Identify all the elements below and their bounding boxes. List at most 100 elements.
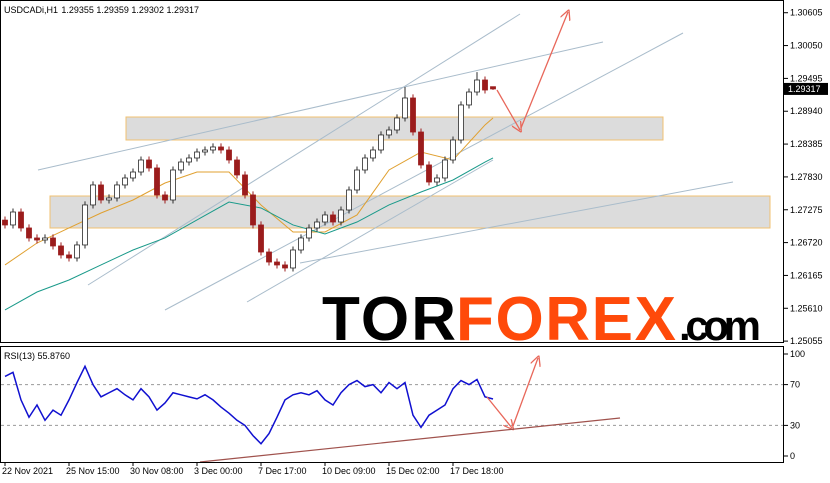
- candle-body: [346, 189, 352, 211]
- y-tick-label: 30: [790, 420, 800, 430]
- rsi-trend-line: [199, 417, 621, 463]
- y-tick-label: 1.26165: [790, 270, 823, 280]
- candle-body: [378, 134, 384, 151]
- candle-body: [26, 227, 32, 239]
- candle-body: [442, 159, 448, 179]
- candle-body: [130, 171, 136, 179]
- candle-body: [330, 214, 336, 223]
- x-tick-label: 30 Nov 08:00: [130, 466, 184, 476]
- candle-body: [58, 245, 64, 256]
- logo-text: .com: [679, 302, 761, 349]
- ohlc: 1.29355 1.29359 1.29302 1.29317: [61, 5, 199, 15]
- last-price-box: [784, 82, 828, 95]
- trend-line: [37, 41, 604, 171]
- y-tick-label: 1.28385: [790, 139, 823, 149]
- y-tick-label: 1.25055: [790, 336, 823, 346]
- candle-body: [434, 177, 440, 183]
- candle-body: [202, 149, 208, 153]
- x-tick-label: 22 Nov 2021: [2, 466, 53, 476]
- candle-body: [154, 167, 160, 196]
- candle-body: [210, 146, 216, 151]
- y-tick-label: 70: [790, 380, 800, 390]
- candle-body: [450, 139, 456, 161]
- candle-body: [370, 149, 376, 159]
- moving-average: [4, 157, 494, 311]
- candle-body: [162, 194, 168, 201]
- candle-body: [354, 169, 360, 191]
- y-tick-label: 100: [790, 349, 805, 359]
- candle-body: [106, 197, 112, 201]
- candle-body: [466, 91, 472, 106]
- x-tick-label: 17 Dec 18:00: [450, 466, 504, 476]
- candle-body: [98, 184, 104, 201]
- candle-body: [10, 211, 16, 226]
- candle-body: [242, 174, 248, 196]
- arrow: [496, 89, 520, 130]
- candle-body: [410, 97, 416, 133]
- candle-body: [218, 146, 224, 151]
- x-tick-label: 7 Dec 17:00: [258, 466, 307, 476]
- candle-body: [482, 79, 488, 91]
- y-tick-label: 1.29495: [790, 73, 823, 83]
- candle-body: [178, 161, 184, 171]
- candle-body: [250, 194, 256, 226]
- candle-body: [426, 164, 432, 183]
- y-tick-label: 1.25610: [790, 303, 823, 313]
- rsi-frame: [0, 346, 784, 463]
- candle-body: [258, 224, 264, 253]
- candle-body: [2, 219, 8, 226]
- candle-body: [306, 227, 312, 239]
- candle-body: [42, 237, 48, 241]
- candle-body: [266, 251, 272, 263]
- x-tick-label: 3 Dec 00:00: [194, 466, 243, 476]
- zone: [49, 195, 771, 229]
- x-tick-label: 10 Dec 09:00: [322, 466, 376, 476]
- candle-body: [490, 86, 496, 90]
- trend-line: [299, 181, 734, 264]
- candle-body: [474, 79, 480, 93]
- candle-body: [314, 221, 320, 229]
- candle-body: [34, 237, 40, 241]
- candle-body: [82, 204, 88, 246]
- candle-body: [282, 264, 288, 269]
- candle-body: [66, 254, 72, 259]
- y-tick-label: 1.28940: [790, 106, 823, 116]
- moving-average: [4, 117, 494, 266]
- candle-body: [386, 129, 392, 136]
- candle-body: [338, 209, 344, 223]
- candle-body: [194, 151, 200, 159]
- candle-body: [90, 184, 96, 206]
- y-tick-label: 1.27275: [790, 205, 823, 215]
- candle-body: [50, 237, 56, 247]
- candle-body: [146, 159, 152, 169]
- rsi-line: [4, 364, 494, 445]
- trend-lines: [37, 13, 734, 311]
- y-tick-label: 1.26720: [790, 238, 823, 248]
- candle-body: [226, 149, 232, 161]
- plot: 1.30605 1.30050 1.29495 1.28940 1.28385 1.278…: [1, 8, 828, 476]
- candle-body: [274, 261, 280, 266]
- candle-body: [138, 159, 144, 173]
- chart-title: USDCADi,H1 1.29355 1.29359 1.29302 1.2931…: [4, 5, 199, 15]
- y-tick-label: 1.30050: [790, 41, 823, 51]
- candle-body: [458, 104, 464, 141]
- y-tick-label: 1.30605: [790, 8, 823, 18]
- arrow: [512, 358, 538, 427]
- x-tick-label: 25 Nov 15:00: [66, 466, 120, 476]
- logo-text: FOREX: [456, 285, 676, 354]
- price-frame: [0, 0, 784, 343]
- arrow: [520, 12, 568, 129]
- candle-body: [170, 169, 176, 201]
- trend-line: [246, 159, 494, 303]
- candle-body: [298, 237, 304, 251]
- candle-body: [122, 177, 128, 186]
- candle-body: [362, 157, 368, 171]
- frames: [0, 0, 784, 463]
- forecast-arrows: [486, 12, 568, 428]
- candle-body: [234, 159, 240, 176]
- candle-body: [114, 184, 120, 199]
- symbol: USDCADi,H1: [4, 5, 58, 15]
- trend-line: [164, 32, 684, 311]
- arrow: [486, 396, 512, 428]
